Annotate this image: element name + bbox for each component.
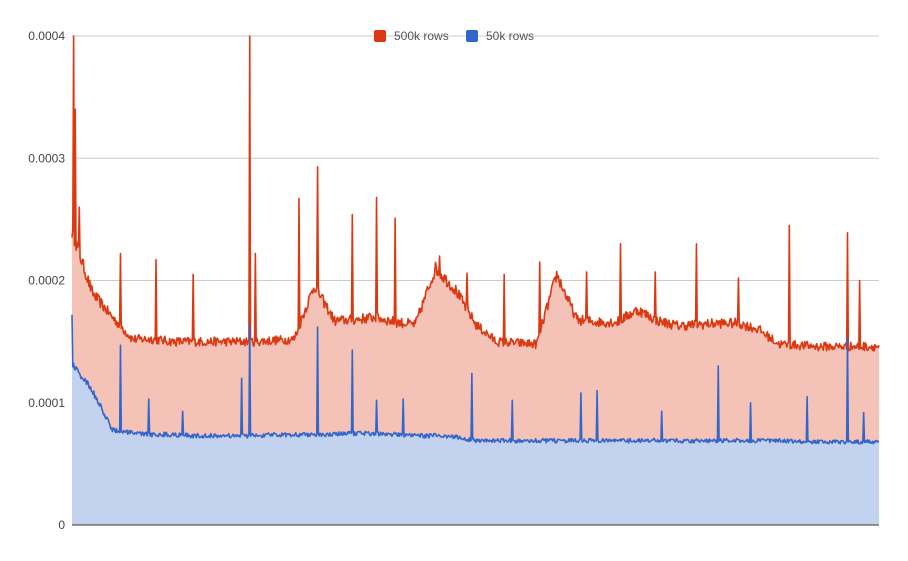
- series-lines: [71, 35, 880, 445]
- series-area-50k: [72, 314, 879, 525]
- legend-swatch: [466, 30, 478, 42]
- series-line-50k: [71, 314, 880, 445]
- axes: 0 0.0001 0.0002 0.0003 0.0004: [28, 29, 879, 532]
- series-areas: [72, 36, 879, 525]
- legend-label: 50k rows: [486, 29, 534, 43]
- legend-label: 500k rows: [394, 29, 449, 43]
- y-tick-label: 0.0004: [28, 29, 65, 43]
- y-tick-label: 0.0002: [28, 274, 65, 288]
- y-tick-label: 0.0003: [28, 151, 65, 165]
- series-line-500k: [71, 35, 880, 352]
- y-tick-label: 0.0001: [28, 396, 65, 410]
- legend: 500k rows 50k rows: [374, 29, 534, 43]
- series-area-500k: [72, 36, 879, 525]
- y-tick-label: 0: [58, 518, 65, 532]
- legend-swatch: [374, 30, 386, 42]
